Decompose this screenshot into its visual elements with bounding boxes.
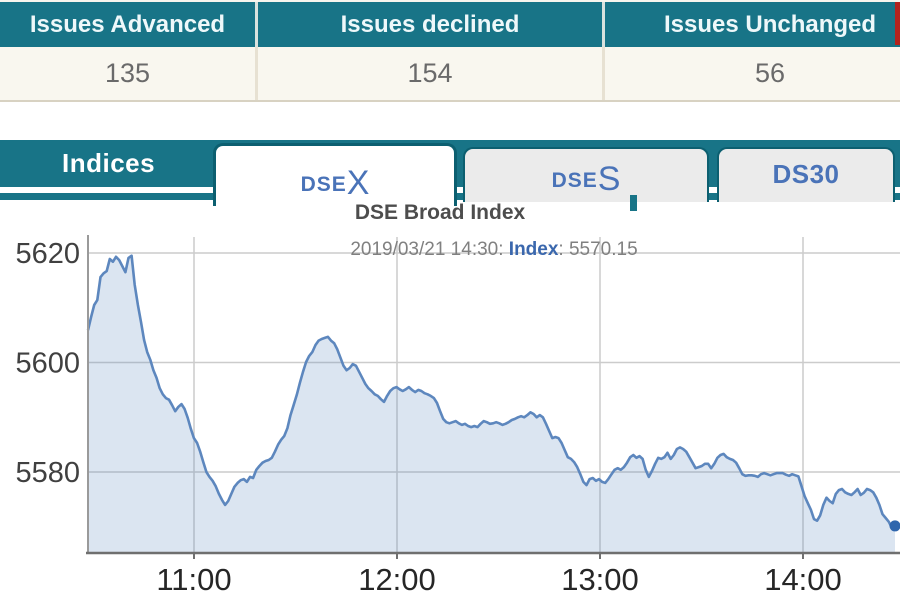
tab-dsex-label-small: DSE	[300, 173, 347, 196]
subtitle-index-label: Index	[508, 239, 559, 260]
issues-advanced-value: 135	[0, 47, 258, 100]
red-edge-marker	[895, 2, 900, 45]
issues-advanced-header: Issues Advanced	[0, 2, 258, 47]
y-tick-label: 5620	[15, 238, 80, 270]
index-area-fill	[88, 255, 895, 553]
tab-dsex-label-big: X	[346, 164, 370, 202]
tab-dses-label-big: S	[597, 160, 621, 198]
issues-unchanged-header: Issues Unchanged	[605, 2, 900, 47]
summary-header-row: Issues Advanced Issues declined Issues U…	[0, 0, 900, 47]
summary-value-row: 135 154 56	[0, 47, 900, 102]
subtitle-index-value: : 5570.15	[558, 239, 638, 260]
issues-unchanged-value: 56	[605, 47, 900, 100]
indices-section-label: Indices	[62, 148, 156, 178]
issues-declined-header: Issues declined	[258, 2, 605, 47]
index-area-chart: 5620 5600 5580 11:00 12:00 13:00 14:00	[15, 235, 900, 597]
x-tick-label: 11:00	[156, 562, 231, 597]
x-tick-label: 13:00	[561, 562, 639, 597]
tab-dses-label-small: DSE	[551, 169, 598, 192]
issues-declined-value: 154	[258, 47, 605, 100]
tab-dsex[interactable]: DSE X	[213, 143, 457, 206]
tab-ds30[interactable]: DS30	[717, 147, 895, 202]
chart-title: DSE Broad Index	[354, 201, 526, 224]
x-tick-label: 14:00	[764, 562, 842, 597]
subtitle-datetime: 2019/03/21 14:30:	[350, 239, 509, 260]
tab-notch-decoration	[630, 195, 637, 211]
index-line	[86, 254, 896, 530]
last-point-marker	[889, 520, 900, 532]
tab-dses[interactable]: DSE S	[463, 147, 709, 202]
tab-ds30-label: DS30	[772, 159, 840, 189]
market-summary-table: Issues Advanced Issues declined Issues U…	[0, 0, 900, 102]
y-tick-label: 5580	[15, 457, 80, 489]
chart-subtitle: 2019/03/21 14:30: Index: 5570.15	[88, 239, 900, 261]
x-tick-label: 12:00	[358, 562, 436, 597]
y-tick-label: 5600	[15, 348, 80, 380]
